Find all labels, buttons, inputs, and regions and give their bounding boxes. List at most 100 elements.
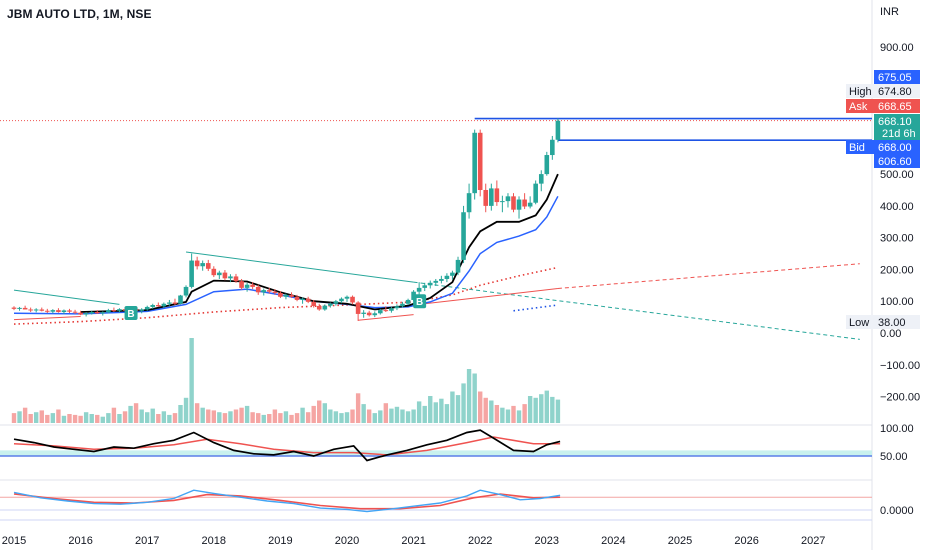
volume-bar — [89, 414, 94, 423]
candle-body — [455, 259, 461, 273]
price-tag-level: 606.60 — [874, 154, 920, 168]
volume-bar — [516, 410, 522, 423]
candle-body — [278, 292, 283, 297]
volume-bar — [478, 391, 483, 423]
volume-bar — [500, 407, 505, 423]
price-tag-last-countdown: 21d 6h — [882, 128, 916, 140]
volume-bar — [355, 393, 361, 423]
symbol-title[interactable]: JBM AUTO LTD, 1M, NSE — [7, 7, 152, 21]
volume-bar — [527, 396, 533, 423]
candle-body — [61, 310, 67, 313]
volume-bar — [533, 397, 538, 423]
buy-marker-box — [413, 294, 427, 309]
candle-body — [511, 196, 516, 210]
volume-bar — [100, 416, 105, 423]
volume-bar — [122, 411, 128, 423]
volume-bar — [461, 383, 466, 423]
volume-bar — [472, 373, 477, 423]
volume-bar — [322, 403, 328, 423]
volume-bar — [317, 400, 322, 423]
x-tick-label: 2024 — [601, 535, 625, 547]
candle-body — [516, 199, 522, 210]
volume-pane — [11, 338, 561, 423]
volume-bar — [194, 403, 200, 423]
volume-bar — [344, 412, 350, 423]
candle-body — [422, 285, 428, 288]
x-tick-label: 2027 — [801, 535, 825, 547]
candle-body — [89, 312, 95, 314]
volume-bar — [95, 414, 100, 423]
candle-body — [205, 263, 211, 269]
candle-body — [328, 303, 333, 306]
candle-body — [305, 298, 311, 302]
y-tick-label: −200.00 — [880, 392, 920, 404]
dotted-blue-average — [513, 304, 559, 312]
volume-bar — [211, 410, 216, 423]
buy-marker: B — [413, 294, 427, 309]
x-tick-label: 2023 — [535, 535, 559, 547]
candle-body — [389, 308, 394, 311]
candle-body — [78, 312, 83, 315]
volume-bar — [450, 391, 455, 423]
volume-bar — [33, 412, 39, 423]
candle-body — [117, 309, 122, 311]
candle-body — [555, 120, 561, 140]
volume-bar — [422, 405, 427, 423]
price-tag-ask-label-bg — [846, 99, 874, 113]
price-tag-bid-label-bg — [846, 140, 874, 154]
volume-bar — [372, 413, 377, 423]
price-tag-low-value: 38.00 — [878, 317, 906, 329]
candle-body — [533, 183, 538, 203]
candle-body — [366, 312, 372, 316]
candle-body — [255, 286, 261, 293]
oscillator2-tick: 0.0000 — [880, 505, 914, 517]
volume-bar — [378, 410, 383, 423]
volume-bar — [128, 405, 133, 423]
buy-marker-box — [124, 305, 138, 320]
candle-body — [361, 312, 366, 314]
volume-bar — [83, 412, 89, 423]
candle-body — [211, 268, 217, 276]
volume-bar — [133, 403, 139, 423]
candle-body — [272, 291, 278, 293]
price-tag-low-label: Low — [849, 317, 869, 329]
price-tag-high-label: High — [849, 86, 872, 98]
volume-bar — [366, 409, 372, 423]
price-tag-ask: Ask 668.65 — [846, 99, 920, 113]
candle-body — [111, 310, 117, 312]
y-tick-label: 100.00 — [880, 296, 914, 308]
candle-body — [383, 310, 389, 312]
trendline — [557, 263, 860, 290]
price-tag-bid: Bid 668.00 — [846, 140, 920, 154]
x-tick-label: 2019 — [268, 535, 292, 547]
candle-body — [439, 278, 444, 281]
candle-body — [316, 305, 322, 310]
candle-body — [33, 309, 39, 311]
candle-body — [527, 202, 533, 207]
candle-body — [400, 303, 405, 307]
candle-body — [505, 196, 511, 202]
volume-bar — [400, 409, 405, 423]
volume-bar — [300, 407, 305, 423]
candle-body — [433, 280, 439, 283]
volume-bar — [222, 413, 228, 423]
candle-body — [500, 201, 505, 203]
x-tick-label: 2020 — [335, 535, 359, 547]
trendline — [185, 251, 414, 283]
oscillator1-tick: 100.00 — [880, 423, 914, 435]
volume-bar — [539, 394, 544, 423]
volume-bar — [339, 413, 344, 423]
candle-body — [172, 302, 178, 304]
buy-marker: B — [124, 305, 138, 320]
candle-body — [405, 299, 411, 304]
x-tick-label: 2022 — [468, 535, 492, 547]
volume-bar — [311, 405, 316, 423]
candle-body — [244, 284, 250, 288]
oscillator1-tick: 50.00 — [880, 451, 908, 463]
candle-body — [266, 290, 272, 292]
volume-bar — [250, 412, 255, 423]
candle-body — [344, 296, 350, 299]
volume-bar — [239, 407, 244, 423]
